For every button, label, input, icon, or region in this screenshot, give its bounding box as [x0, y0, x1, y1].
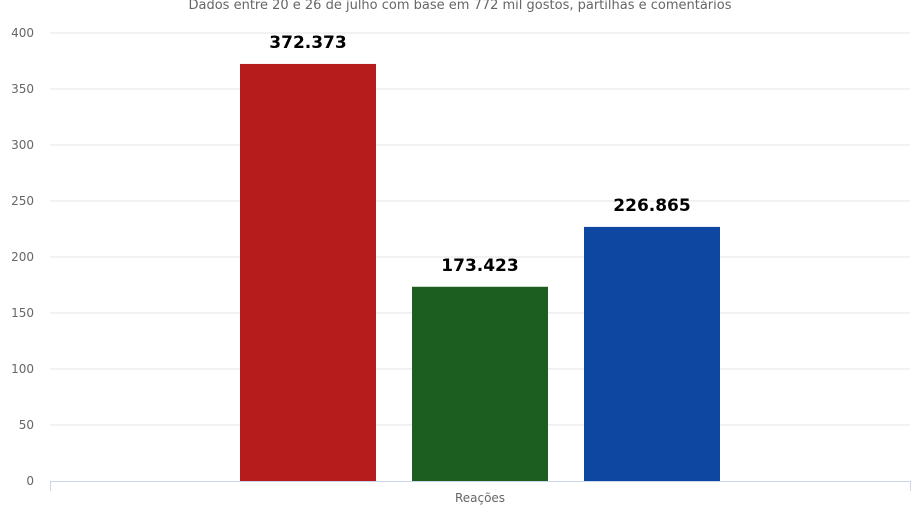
y-tick-label: 150	[11, 306, 34, 320]
bar	[412, 286, 548, 481]
y-tick-label: 200	[11, 250, 34, 264]
y-tick-label: 0	[26, 474, 34, 488]
bar	[240, 63, 376, 482]
x-axis-ticks	[50, 481, 911, 491]
bar-data-label: 226.865	[613, 196, 690, 216]
bar-data-label: 173.423	[441, 256, 518, 276]
x-category-label: Reações	[455, 491, 505, 505]
y-tick-label: 50	[19, 418, 34, 432]
data-labels: 372.373 173.423 226.865	[269, 33, 690, 276]
y-tick-label: 250	[11, 194, 34, 208]
chart-subtitle: Dados entre 20 e 26 de julho com base em…	[188, 0, 732, 13]
bar	[584, 226, 720, 481]
bars	[240, 63, 720, 482]
y-tick-label: 400	[11, 26, 34, 40]
y-axis: 0 50 100 150 200 250 300 350 400	[11, 26, 34, 488]
bar-data-label: 372.373	[269, 33, 346, 53]
y-tick-label: 300	[11, 138, 34, 152]
y-tick-label: 350	[11, 82, 34, 96]
y-tick-label: 100	[11, 362, 34, 376]
